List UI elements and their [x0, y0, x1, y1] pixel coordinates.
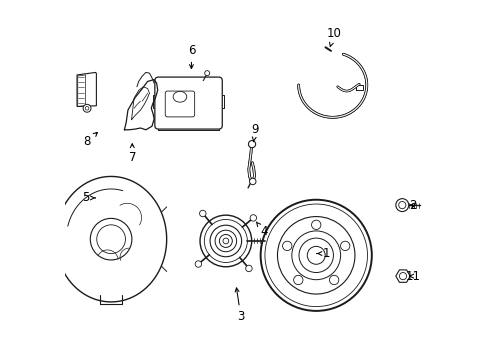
Circle shape [83, 104, 91, 112]
Circle shape [298, 238, 333, 273]
Text: 11: 11 [405, 270, 420, 283]
Text: 10: 10 [326, 27, 341, 46]
Circle shape [329, 275, 338, 285]
Text: 1: 1 [316, 247, 329, 260]
Circle shape [311, 220, 320, 229]
Circle shape [249, 178, 255, 185]
Polygon shape [77, 72, 96, 107]
Text: 5: 5 [82, 192, 95, 204]
Circle shape [249, 215, 256, 221]
Circle shape [398, 202, 405, 209]
Circle shape [200, 215, 251, 267]
Text: 3: 3 [235, 288, 244, 324]
Text: 9: 9 [251, 123, 259, 142]
FancyBboxPatch shape [155, 77, 222, 129]
Circle shape [219, 234, 232, 247]
Circle shape [199, 210, 205, 217]
Circle shape [210, 225, 241, 257]
Text: 6: 6 [187, 44, 195, 68]
Circle shape [90, 219, 132, 260]
Text: 8: 8 [83, 132, 97, 148]
Circle shape [399, 273, 406, 280]
Text: 7: 7 [128, 144, 136, 164]
Circle shape [282, 241, 291, 251]
Circle shape [277, 217, 354, 294]
Circle shape [248, 140, 255, 148]
Circle shape [195, 261, 201, 267]
Circle shape [260, 200, 371, 311]
Circle shape [204, 71, 209, 76]
Circle shape [340, 241, 349, 251]
Circle shape [245, 265, 252, 272]
Circle shape [291, 231, 340, 280]
Ellipse shape [173, 91, 186, 102]
Circle shape [293, 275, 303, 285]
Text: 4: 4 [256, 222, 268, 238]
Circle shape [395, 199, 408, 212]
FancyBboxPatch shape [165, 91, 194, 117]
Polygon shape [395, 270, 409, 282]
Circle shape [306, 246, 325, 264]
Text: 2: 2 [408, 199, 416, 212]
